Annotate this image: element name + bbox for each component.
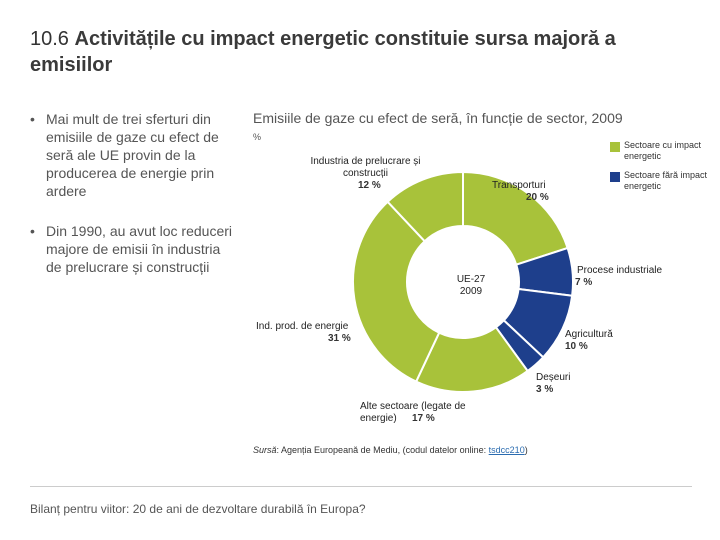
chart-unit: % (253, 132, 262, 142)
source-link[interactable]: tsdcc210 (488, 445, 525, 455)
footer-divider (30, 486, 692, 487)
donut-slice-5 (352, 200, 441, 383)
title-number: 10.6 (30, 28, 69, 50)
slice-label-industrial-processes: Procese industriale 7 % (575, 265, 663, 288)
chart-legend: Sectoare cu impact energetic Sectoare fă… (610, 140, 710, 200)
legend-swatch-energy (610, 142, 620, 152)
legend-item-energy: Sectoare cu impact energetic (610, 140, 710, 162)
center-label-region: UE-27 (456, 274, 486, 285)
slice-label-other-sectors: Alte sectoare (legate de energie) 17 % (360, 401, 466, 424)
source-label: Sursă (253, 445, 277, 455)
bullet-list: Mai mult de trei sferturi din emisiile d… (30, 110, 235, 298)
donut-center-label: UE-27 2009 (436, 274, 506, 298)
slice-label-transport: Transporturi 20 % (492, 180, 549, 203)
legend-label: Sectoare fără impact energetic (624, 170, 708, 191)
donut-slice-6 (386, 170, 464, 243)
slice-label-manufacturing: Industria de prelucrare și construcții 1… (310, 156, 421, 191)
source-note: Sursă: Agenția Europeană de Mediu, (codu… (253, 445, 528, 455)
source-text: : Agenția Europeană de Mediu, (codul dat… (276, 445, 489, 455)
slice-label-agriculture: Agricultură 10 % (565, 329, 613, 352)
slide-title: 10.6 Activitățile cu impact energetic co… (30, 26, 690, 78)
title-text: Activitățile cu impact energetic constit… (30, 28, 616, 76)
legend-swatch-non-energy (610, 172, 620, 182)
bullet-item: Mai mult de trei sferturi din emisiile d… (30, 110, 235, 200)
footer-text: Bilanț pentru viitor: 20 de ani de dezvo… (30, 502, 366, 516)
slice-label-waste: Deșeuri 3 % (536, 372, 571, 395)
legend-item-non-energy: Sectoare fără impact energetic (610, 170, 710, 192)
center-label-year: 2009 (459, 286, 483, 297)
legend-label: Sectoare cu impact energetic (624, 140, 702, 161)
source-end: ) (524, 445, 528, 455)
bullet-item: Din 1990, au avut loc reduceri majore de… (30, 222, 235, 276)
chart-title: Emisiile de gaze cu efect de seră, în fu… (253, 110, 623, 126)
slice-label-energy-production: Ind. prod. de energie 31 % (256, 321, 351, 344)
